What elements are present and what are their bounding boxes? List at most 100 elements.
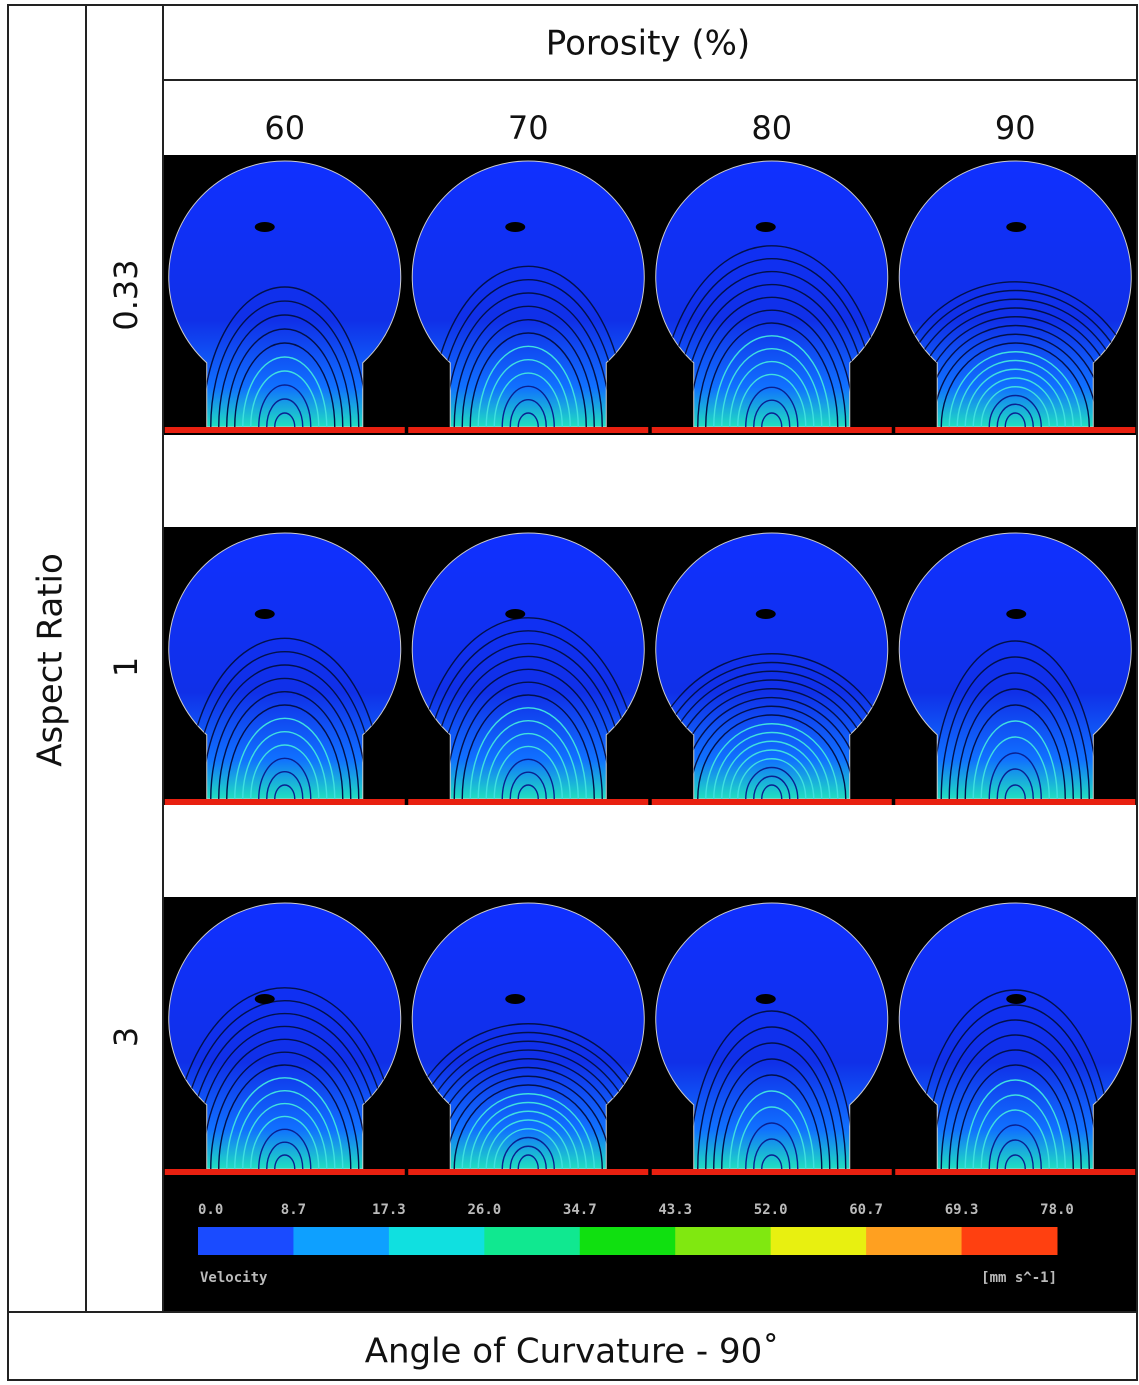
streamline	[226, 704, 344, 799]
streamline	[485, 1119, 571, 1169]
streamline	[445, 292, 611, 427]
flow-domain	[655, 160, 889, 428]
colorbar-segment	[866, 1227, 963, 1255]
streamline	[980, 736, 1050, 799]
streamline	[996, 403, 1034, 427]
streamline	[242, 731, 328, 799]
streamline	[453, 1084, 603, 1169]
streamline	[964, 368, 1066, 427]
streamline	[250, 744, 320, 799]
streamline	[980, 386, 1050, 427]
streamline	[972, 1094, 1058, 1169]
streamline	[940, 656, 1090, 799]
flow-domain	[168, 902, 402, 1170]
streamline	[932, 333, 1098, 427]
streamline	[210, 1051, 360, 1169]
streamline	[697, 309, 847, 427]
vortex	[254, 994, 275, 1004]
streamline	[689, 705, 855, 799]
streamline	[916, 989, 1114, 1169]
streamline	[493, 1128, 563, 1169]
vortex	[505, 222, 526, 232]
streamline	[266, 1141, 304, 1169]
row-label: 1	[107, 657, 145, 677]
streamline	[948, 1049, 1082, 1169]
streamline	[266, 770, 304, 799]
streamline	[517, 412, 539, 427]
inlet	[651, 799, 892, 805]
streamline	[1004, 784, 1026, 799]
colorbar-tick: 17.3	[372, 1202, 406, 1218]
streamline	[258, 384, 312, 427]
streamline	[705, 723, 839, 799]
vortex	[755, 609, 776, 619]
streamline	[218, 1064, 352, 1169]
streamline	[509, 1145, 547, 1169]
streamline	[761, 412, 783, 427]
streamline	[493, 745, 563, 799]
streamline	[980, 1109, 1050, 1169]
streamline	[234, 717, 336, 799]
streamlines	[202, 222, 368, 427]
streamlines	[186, 609, 384, 799]
flow-domain	[411, 532, 645, 800]
column-label: 60	[264, 109, 305, 147]
streamline	[469, 707, 587, 799]
streamlines	[916, 989, 1114, 1169]
streamline	[469, 332, 587, 427]
inlet	[651, 427, 892, 433]
inlet	[895, 427, 1136, 433]
streamline	[250, 370, 320, 427]
streamline	[689, 1010, 855, 1169]
streamline	[258, 757, 312, 799]
streamline	[1004, 412, 1026, 427]
streamline	[721, 1074, 823, 1169]
streamline	[242, 356, 328, 427]
streamline	[713, 1058, 831, 1169]
streamline	[705, 322, 839, 427]
streamline	[697, 1026, 847, 1169]
colorbar-segment	[198, 1227, 294, 1255]
vortex	[755, 222, 776, 232]
streamline	[501, 1136, 555, 1169]
streamline	[988, 752, 1042, 799]
streamline	[721, 348, 823, 427]
streamline	[210, 677, 360, 799]
streamline	[729, 360, 815, 427]
column-label: 80	[751, 109, 792, 147]
streamline	[258, 1128, 312, 1169]
colorbar-segment	[484, 1227, 581, 1255]
vortex	[254, 222, 275, 232]
flow-domain	[411, 160, 645, 428]
streamline	[509, 771, 547, 799]
streamline	[453, 305, 603, 427]
streamline	[186, 637, 384, 799]
streamline	[242, 1102, 328, 1169]
vortex	[755, 994, 776, 1004]
streamline	[745, 1122, 799, 1169]
streamline	[753, 1138, 791, 1169]
streamline	[485, 732, 571, 799]
streamline	[202, 286, 368, 427]
streamline	[761, 784, 783, 799]
streamline	[517, 1154, 539, 1169]
streamline	[226, 1077, 344, 1169]
streamline	[964, 704, 1066, 799]
side-title: Aspect Ratio	[31, 553, 71, 767]
streamline	[461, 318, 595, 427]
colorbar-segment	[961, 1227, 1058, 1255]
streamline	[713, 335, 831, 427]
streamline	[729, 749, 815, 799]
streamline	[705, 1042, 839, 1169]
streamline	[485, 359, 571, 427]
streamline	[234, 1090, 336, 1169]
streamline	[274, 412, 296, 427]
streamline	[948, 672, 1082, 799]
inlet	[164, 1169, 405, 1175]
streamline	[461, 1093, 595, 1169]
streamlines	[689, 994, 855, 1169]
streamlines	[932, 609, 1098, 799]
inlet	[651, 1169, 892, 1175]
colorbar-unit: [mm s^-1]	[981, 1270, 1057, 1286]
streamline	[932, 1019, 1098, 1169]
